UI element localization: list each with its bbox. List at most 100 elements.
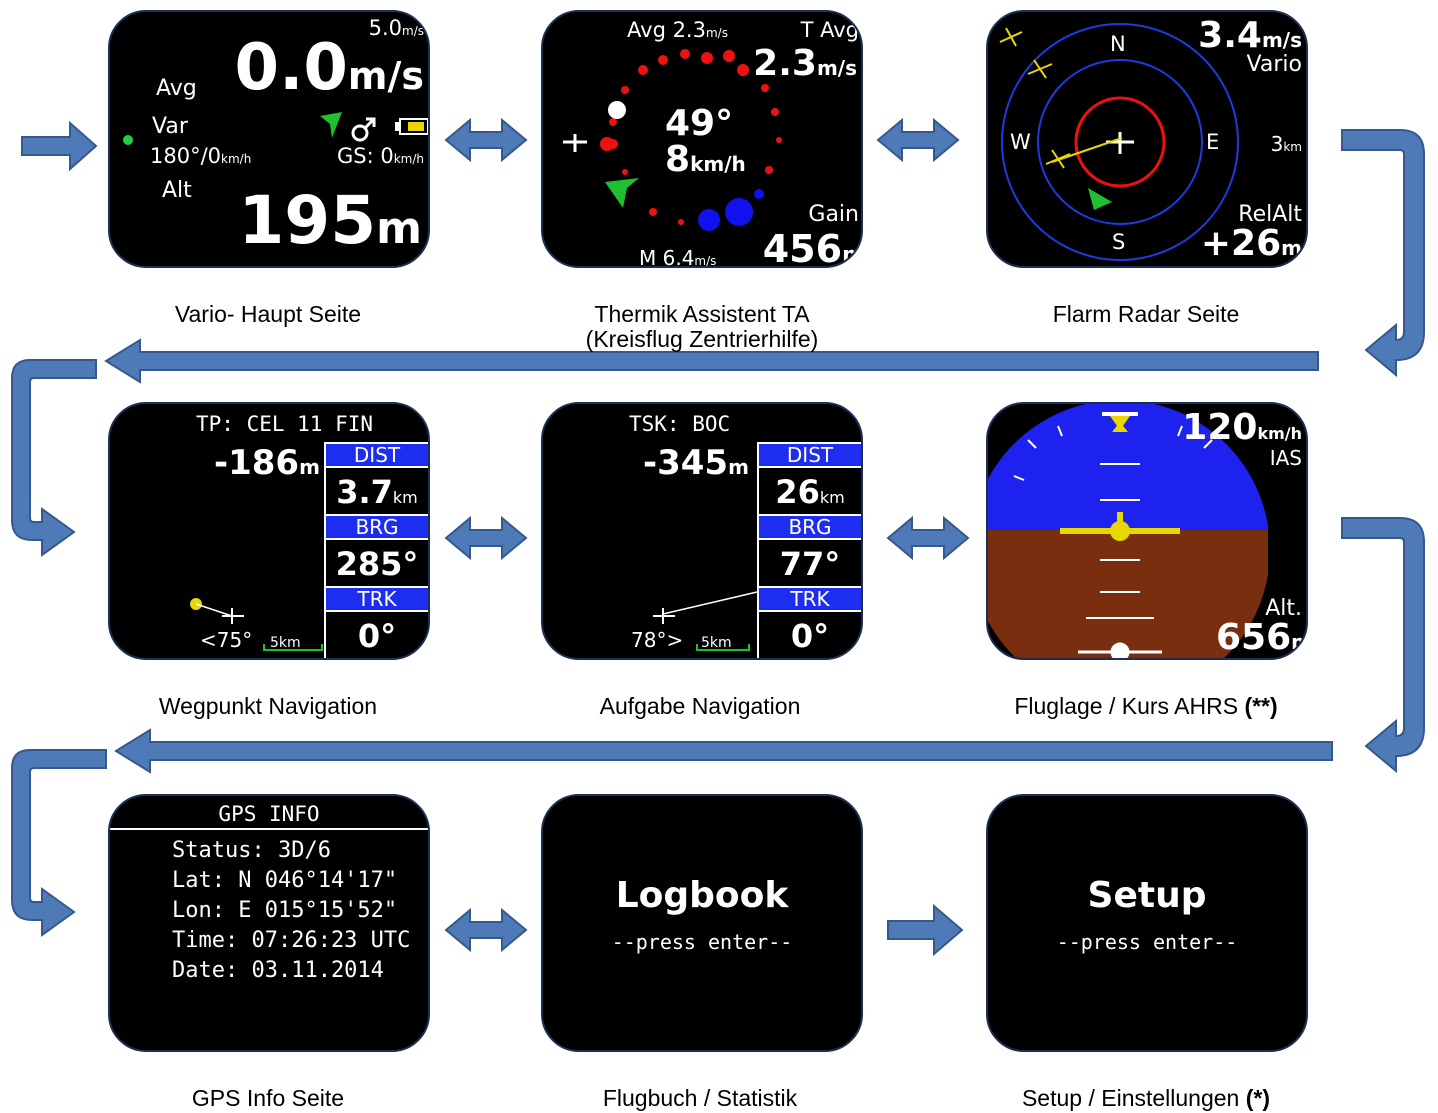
flarm-radar-screen: N S E W 3.4m/s Vario 3km RelAlt +26m — [986, 10, 1308, 268]
gs-value: GS: 0km/h — [336, 144, 424, 168]
gps-status: Status: 3D/6 — [172, 838, 331, 863]
wind-arrow-icon — [605, 178, 639, 208]
caption-thermal: Thermik Assistent TA (Kreisflug Zentrier… — [585, 301, 819, 352]
var-label: Var — [152, 114, 188, 139]
task-angle: 78°> — [631, 628, 684, 652]
waypoint-glider-icon — [222, 608, 244, 624]
radar-north: N — [1110, 32, 1126, 56]
task-dist-label: DIST — [757, 442, 861, 468]
radar-west: W — [1010, 130, 1031, 154]
avg-label: Avg — [156, 76, 197, 101]
curve-arrow-left-2 — [11, 749, 107, 937]
long-arrow-2 — [114, 728, 1333, 774]
thermal-t-avg-label: T Avg — [800, 18, 859, 42]
waypoint-title: TP: CEL 11 FIN — [196, 412, 374, 436]
thermal-max: M 6.4m/s — [639, 246, 717, 268]
glider-icon — [563, 134, 587, 152]
flarm-vario-label: Vario — [1246, 52, 1302, 77]
logbook-screen[interactable]: Logbook --press enter-- — [541, 794, 863, 1052]
setup-title: Setup — [1087, 875, 1207, 916]
thermal-angle: 49° — [665, 103, 734, 144]
gps-title-divider — [110, 828, 428, 830]
radar-south: S — [1112, 230, 1126, 254]
task-screen: TSK: BOC -345m DIST 26km BRG 77° TRK 0° … — [541, 402, 863, 660]
setup-hint: --press enter-- — [1056, 930, 1238, 954]
thermal-gain-label: Gain — [808, 202, 859, 227]
caption-gps: GPS Info Seite — [191, 1085, 345, 1111]
radar-east: E — [1206, 130, 1220, 154]
curve-arrow-left-1 — [11, 359, 97, 557]
vario-value: 0.0m/s — [234, 31, 424, 105]
waypoint-dist-label: DIST — [324, 442, 428, 468]
thermal-t-avg-value: 2.3m/s — [753, 43, 857, 84]
arrow-logbook-setup — [887, 903, 964, 957]
waypoint-scale: 5km — [270, 635, 301, 651]
thermal-avg: Avg 2.3m/s — [627, 18, 728, 42]
waypoint-dist-value: 3.7km — [324, 468, 428, 516]
flarm-relalt-label: RelAlt — [1238, 202, 1302, 227]
thermal-assistant-screen: Avg 2.3m/s T Avg 2.3m/s 49° 8km/h Gain 4… — [541, 10, 863, 268]
task-brg-value: 77° — [757, 540, 861, 588]
mc-gender-icon — [351, 117, 376, 142]
double-arrow-thermal-flarm — [876, 117, 960, 163]
gps-lat: Lat: N 046°14'17" — [172, 868, 398, 893]
double-arrow-task-ahrs — [886, 515, 970, 561]
waypoint-trk-value: 0° — [324, 612, 428, 658]
caption-logbook: Flugbuch / Statistik — [602, 1085, 798, 1111]
traffic-arrow-icon — [1088, 188, 1112, 210]
ahrs-ias-label: IAS — [1269, 446, 1302, 470]
ahrs-alt-label: Alt. — [1265, 596, 1302, 621]
double-arrow-waypoint-task — [444, 515, 528, 561]
traffic-glider-icon — [999, 27, 1071, 169]
thermal-speed: 8km/h — [665, 139, 746, 180]
gps-title: GPS INFO — [218, 802, 320, 826]
task-rel-alt: -345m — [643, 443, 749, 483]
task-trk-label: TRK — [757, 586, 861, 612]
caption-vario: Vario- Haupt Seite — [174, 301, 362, 327]
thermal-gain-value: 456m — [762, 227, 863, 268]
logbook-title: Logbook — [615, 875, 789, 916]
double-arrow-gps-logbook — [444, 907, 528, 953]
task-dist-value: 26km — [757, 468, 861, 516]
long-arrow-1 — [104, 338, 1319, 384]
task-scale-bar — [696, 644, 750, 651]
waypoint-trk-label: TRK — [324, 586, 428, 612]
waypoint-brg-label: BRG — [324, 514, 428, 540]
task-title: TSK: BOC — [629, 412, 731, 436]
task-brg-label: BRG — [757, 514, 861, 540]
vario-scale: 5.0m/s — [368, 16, 424, 40]
vario-screen: 5.0m/s 0.0m/s Avg Var 180°/0km/h GS: 0km… — [108, 10, 430, 268]
setup-screen[interactable]: Setup --press enter-- — [986, 794, 1308, 1052]
gps-lon: Lon: E 015°15'52" — [172, 898, 398, 923]
waypoint-rel-alt: -186m — [214, 443, 320, 483]
gps-info-screen: GPS INFO Status: 3D/6 Lat: N 046°14'17" … — [108, 794, 430, 1052]
logbook-hint: --press enter-- — [611, 930, 793, 954]
caption-waypoint: Wegpunkt Navigation — [158, 693, 378, 719]
wind-value: 180°/0km/h — [150, 144, 252, 168]
alt-label: Alt — [162, 178, 192, 203]
entry-arrow — [21, 120, 98, 172]
gps-date: Date: 03.11.2014 — [172, 958, 384, 983]
double-arrow-vario-thermal — [444, 117, 528, 163]
waypoint-screen: TP: CEL 11 FIN -186m DIST 3.7km BRG 285°… — [108, 402, 430, 660]
attitude-indicator — [988, 404, 1268, 658]
curve-arrow-right-2 — [1341, 517, 1425, 774]
flarm-vario-value: 3.4m/s — [1198, 15, 1302, 56]
altitude-value: 195m — [238, 182, 422, 259]
gps-status-dot — [123, 135, 133, 145]
gps-time: Time: 07:26:23 UTC — [172, 928, 411, 953]
aircraft-symbol-icon — [1060, 512, 1180, 541]
radar-rings — [999, 23, 1239, 261]
glider-direction-icon — [320, 112, 342, 138]
caption-ahrs: Fluglage / Kurs AHRS (**) — [1014, 693, 1278, 719]
caption-setup: Setup / Einstellungen (*) — [1021, 1085, 1271, 1111]
waypoint-brg-value: 285° — [324, 540, 428, 588]
ahrs-alt-value: 656m — [1216, 617, 1306, 658]
flarm-relalt-value: +26m — [1200, 223, 1302, 264]
ahrs-ias-value: 120km/h — [1182, 407, 1302, 448]
caption-task: Aufgabe Navigation — [599, 693, 801, 719]
thermal-circle — [563, 49, 782, 231]
task-trk-value: 0° — [757, 612, 861, 658]
waypoint-angle: <75° — [200, 628, 253, 652]
